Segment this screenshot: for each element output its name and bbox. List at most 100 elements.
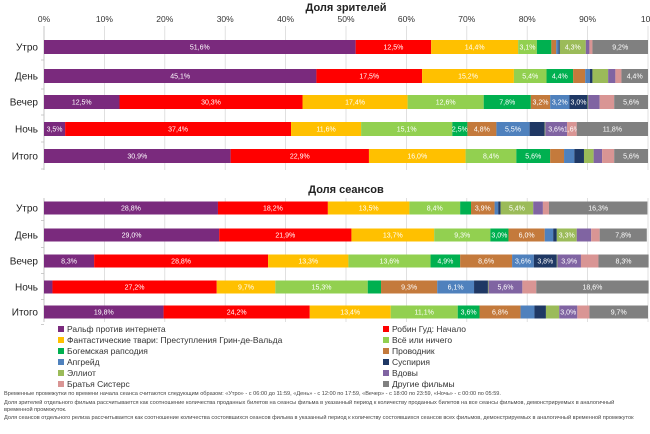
bar-segment (592, 69, 609, 83)
bar-segment (513, 69, 547, 83)
bar-segment (230, 149, 369, 163)
data-label: 4,8% (474, 127, 490, 134)
bar-segment (576, 228, 592, 242)
data-label: 51,6% (190, 45, 210, 52)
x-tick-label: 70% (458, 14, 475, 24)
bar-segment (585, 40, 590, 54)
data-label: 3,3% (559, 233, 575, 240)
bar-segment (544, 122, 546, 136)
bar-segment (548, 201, 648, 215)
data-label: 11,1% (415, 310, 434, 317)
data-label: 8,4% (483, 154, 499, 161)
bar-segment (465, 149, 517, 163)
category-label: Ночь (15, 125, 38, 136)
data-label: 12,5% (72, 100, 92, 107)
bar-segment (573, 69, 586, 83)
bar-segment (217, 201, 328, 215)
data-label: 5,6% (623, 154, 639, 161)
bar-segment (569, 95, 588, 109)
legend-label: Робин Гуд: Начало (392, 323, 466, 334)
data-label: 11,8% (603, 127, 622, 134)
data-label: 3,2% (552, 100, 568, 107)
data-label: 6,8% (492, 310, 508, 317)
legend-label: Богемская рапсодия (67, 345, 148, 356)
bar-segment (614, 95, 648, 109)
bar-segment (457, 305, 480, 319)
bar-segment (460, 201, 472, 215)
bar-segment (564, 149, 575, 163)
data-label: 3,9% (561, 259, 577, 266)
bar-segment (44, 254, 95, 268)
data-label: 3,0% (491, 233, 507, 240)
data-label: 4,4% (627, 74, 643, 81)
data-label: 18,6% (583, 285, 603, 292)
category-label: День (15, 231, 38, 242)
bar-segment (599, 228, 647, 242)
bar-segment (567, 122, 577, 136)
x-tick-label: 30% (217, 14, 234, 24)
bar-segment (351, 228, 435, 242)
bar-segment (44, 149, 231, 163)
data-label: 9,3% (401, 285, 417, 292)
data-label: 5,5% (505, 127, 521, 134)
bar-segment (316, 69, 423, 83)
x-tick-label: 80% (519, 14, 536, 24)
bar-segment (471, 201, 495, 215)
bar-segment (44, 69, 317, 83)
bar-segment (367, 280, 382, 294)
data-label: 6,0% (519, 233, 535, 240)
bar-segment (577, 305, 590, 319)
bar-segment (608, 69, 616, 83)
data-label: 3,2% (533, 100, 549, 107)
bar-segment (559, 40, 586, 54)
legend-swatch (383, 347, 389, 354)
bar-segment (44, 201, 218, 215)
category-label: Вечер (10, 98, 39, 109)
data-label: 3,6% (461, 310, 477, 317)
x-tick-label: 90% (579, 14, 596, 24)
bar-segment (546, 69, 574, 83)
bar-segment (219, 228, 352, 242)
category-label: Вечер (10, 257, 39, 268)
data-label: 30,3% (201, 100, 221, 107)
data-label: 3,9% (475, 206, 491, 213)
bar-segment (559, 305, 578, 319)
bar-segment (498, 201, 501, 215)
bar-segment (44, 305, 164, 319)
note-viewer-share: Доля зрителей отдельного фильма рассчиты… (4, 399, 615, 413)
data-label: 8,3% (616, 259, 632, 266)
bar-segment (483, 95, 531, 109)
legend-swatch (58, 380, 64, 387)
bar-segment (587, 95, 589, 109)
x-tick-label: 100 (641, 14, 650, 24)
bar-segment (309, 305, 391, 319)
bar-segment (580, 254, 599, 268)
data-label: 28,8% (171, 259, 191, 266)
category-label: Итого (12, 152, 39, 163)
legend-label: Вдовы (392, 367, 418, 378)
legend-item: Богемская рапсодия (58, 345, 383, 356)
bar-segment (602, 149, 615, 163)
legend-swatch (383, 325, 389, 332)
bar-segment (430, 254, 461, 268)
data-label: 8,3% (61, 259, 77, 266)
data-label: 2,5% (452, 127, 468, 134)
bar-segment (361, 122, 453, 136)
bar-segment (268, 254, 349, 268)
bar-segment (556, 228, 577, 242)
legend-label: Всё или ничего (392, 334, 453, 345)
legend-swatch (58, 325, 64, 332)
legend-swatch (58, 347, 64, 354)
bar-segment (496, 122, 530, 136)
x-tick-label: 10% (96, 14, 113, 24)
bar-segment (590, 69, 593, 83)
bar-segment (589, 305, 648, 319)
legend-swatch (58, 369, 64, 376)
data-label: 5,6% (497, 285, 513, 292)
bar-segment (553, 228, 557, 242)
data-label: 30,9% (127, 154, 147, 161)
data-label: 15,3% (312, 285, 332, 292)
data-label: 12,6% (436, 100, 456, 107)
bar-segment (558, 40, 560, 54)
data-label: 4,4% (552, 74, 568, 81)
